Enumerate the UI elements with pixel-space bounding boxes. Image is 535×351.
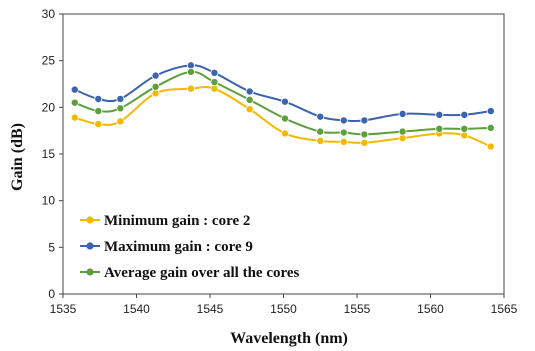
data-point [486,142,495,151]
legend-swatch-marker [86,242,94,250]
y-tick-label: 30 [42,7,56,21]
data-point [316,136,325,145]
data-point [186,67,195,76]
y-axis-title: Gain (dB) [9,123,26,191]
x-tick-label: 1560 [417,302,444,316]
legend-label: Minimum gain : core 2 [104,213,250,229]
data-point [151,82,160,91]
data-point [116,117,125,126]
legend: Minimum gain : core 2 Maximum gain : core… [80,213,300,281]
x-tick-label: 1545 [197,302,224,316]
x-tick-label: 1555 [344,302,371,316]
data-point [210,68,219,77]
legend-swatch-marker [86,216,94,224]
legend-swatch-marker [86,268,94,276]
data-point [280,97,289,106]
data-point [360,130,369,139]
data-point [245,105,254,114]
axes: 0 5 10 15 20 25 30 1535 1540 1545 1550 1555 1560 1565 [42,7,518,316]
data-point [70,85,79,94]
data-point [245,95,254,104]
data-point [316,112,325,121]
data-point [398,127,407,136]
data-point [360,138,369,147]
data-point [486,107,495,116]
x-tick-label: 1540 [123,302,150,316]
data-point [186,61,195,70]
data-point [339,137,348,146]
data-point [435,110,444,119]
data-point [70,113,79,122]
data-point [280,114,289,123]
data-point [151,71,160,80]
legend-label: Maximum gain : core 9 [104,239,253,255]
data-point [210,84,219,93]
data-point [460,131,469,140]
x-tick-label: 1550 [270,302,297,316]
data-point [280,129,289,138]
data-point [116,94,125,103]
data-point [486,123,495,132]
y-tick-label: 0 [48,287,55,301]
data-point [151,89,160,98]
data-point [94,107,103,116]
data-point [245,87,254,96]
series-line-2 [74,64,491,123]
y-tick-label: 5 [48,240,55,254]
data-point [460,124,469,133]
data-point [398,134,407,143]
data-point [94,94,103,103]
y-tick-label: 20 [42,100,56,114]
data-point [339,116,348,125]
y-tick-label: 10 [42,194,56,208]
data-point [460,110,469,119]
data-point [316,127,325,136]
data-point [339,128,348,137]
legend-label: Average gain over all the cores [104,265,300,281]
data-point [360,116,369,125]
x-axis-title: Wavelength (nm) [230,330,348,347]
x-tick-label: 1535 [50,302,77,316]
data-point [70,98,79,107]
y-tick-label: 15 [42,147,56,161]
data-point [210,78,219,87]
data-point [398,109,407,118]
plot-area [70,61,495,151]
data-point [435,124,444,133]
data-point [116,104,125,113]
x-tick-label: 1565 [491,302,518,316]
data-point [186,84,195,93]
data-point [94,120,103,129]
y-tick-label: 25 [42,54,56,68]
